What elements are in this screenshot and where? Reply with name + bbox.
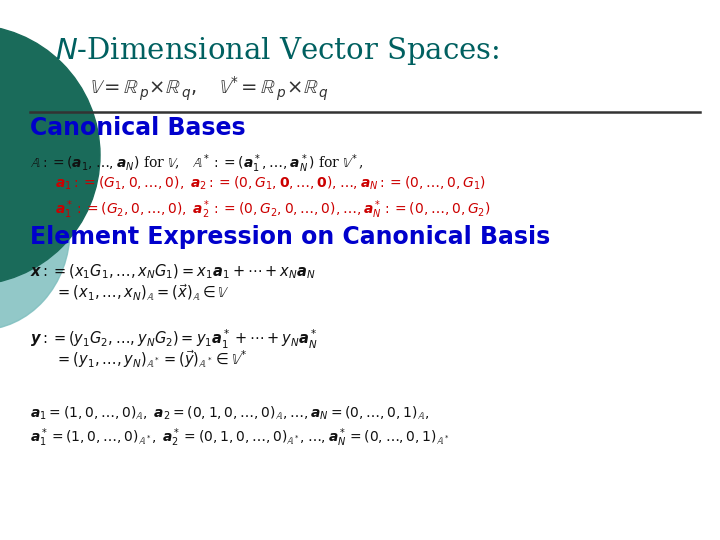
- Text: $\boldsymbol{a}_1 := (G_1,0,\ldots,0),\; \boldsymbol{a}_2 := (0,G_1,\mathbf{0},\: $\boldsymbol{a}_1 := (G_1,0,\ldots,0),\;…: [55, 175, 486, 192]
- Text: Element Expression on Canonical Basis: Element Expression on Canonical Basis: [30, 225, 550, 249]
- Text: $= (y_1,\ldots,y_N)_{\mathbb{A}^*} = (\vec{y})_{\mathbb{A}^*} \in \mathbb{V}^*$: $= (y_1,\ldots,y_N)_{\mathbb{A}^*} = (\v…: [55, 348, 248, 370]
- Circle shape: [0, 25, 100, 285]
- Text: Canonical Bases: Canonical Bases: [30, 116, 246, 140]
- Text: $= (x_1,\ldots,x_N)_{\mathbb{A}} = (\vec{x})_{\mathbb{A}} \in \mathbb{V}$: $= (x_1,\ldots,x_N)_{\mathbb{A}} = (\vec…: [55, 283, 230, 303]
- Text: $\mathbb{A} := (\boldsymbol{a}_1,\ldots,\boldsymbol{a}_N)$ for $\mathbb{V}$,$\qu: $\mathbb{A} := (\boldsymbol{a}_1,\ldots,…: [30, 152, 364, 174]
- Text: $\boldsymbol{a}_1^* = (1,0,\ldots,0)_{\mathbb{A}^*},\; \boldsymbol{a}_2^* = (0,1: $\boldsymbol{a}_1^* = (1,0,\ldots,0)_{\m…: [30, 426, 449, 449]
- Text: $\boldsymbol{a}_1^* := (G_2,0,\ldots,0),\; \boldsymbol{a}_2^* := (0,G_2,0,\ldots: $\boldsymbol{a}_1^* := (G_2,0,\ldots,0),…: [55, 198, 491, 221]
- Text: $\mathit{N}$-Dimensional Vector Spaces:: $\mathit{N}$-Dimensional Vector Spaces:: [55, 35, 500, 67]
- Ellipse shape: [0, 130, 70, 330]
- Text: $\boldsymbol{y} := (y_1G_2,\ldots,y_NG_2) = y_1\boldsymbol{a}_1^* + \cdots + y_N: $\boldsymbol{y} := (y_1G_2,\ldots,y_NG_2…: [30, 328, 318, 351]
- Text: $\boldsymbol{x} := (x_1G_1,\ldots,x_NG_1) = x_1\boldsymbol{a}_1 + \cdots + x_N\b: $\boldsymbol{x} := (x_1G_1,\ldots,x_NG_1…: [30, 263, 316, 281]
- Text: $\boldsymbol{a}_1 = (1,0,\ldots,0)_{\mathbb{A}},\; \boldsymbol{a}_2 = (0,1,0,\ld: $\boldsymbol{a}_1 = (1,0,\ldots,0)_{\mat…: [30, 405, 429, 422]
- Text: $\mathbb{V}=\mathbb{R}_{\,p}\!\times\!\mathbb{R}_{\,q},\quad\mathbb{V}^{\!*}\!=\: $\mathbb{V}=\mathbb{R}_{\,p}\!\times\!\m…: [90, 75, 329, 103]
